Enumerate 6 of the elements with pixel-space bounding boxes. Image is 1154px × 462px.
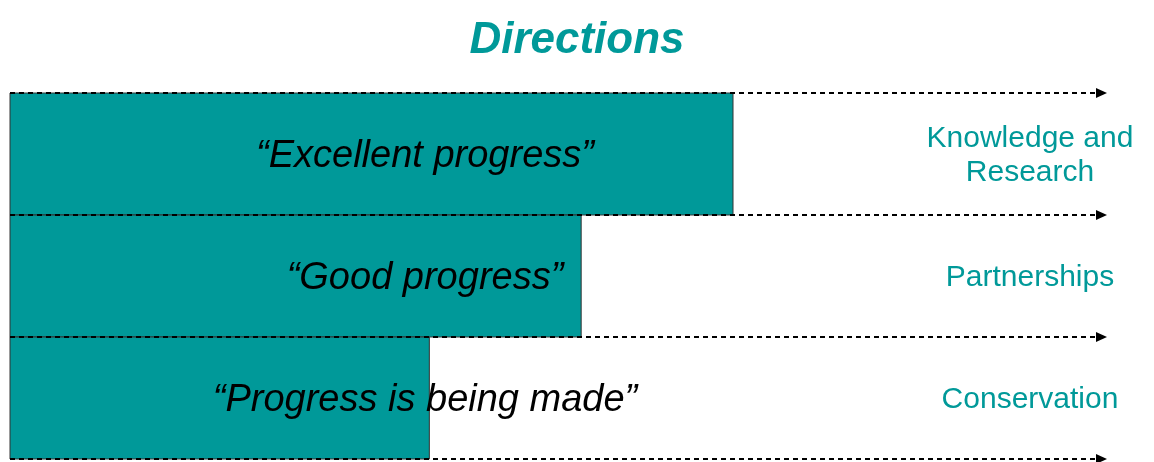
y-tick-label: Knowledge and Research — [926, 120, 1134, 187]
annotation: “Excellent progress” — [256, 133, 597, 175]
chart-title: Directions — [468, 12, 686, 64]
y-tick-label: Partnerships — [945, 259, 1115, 292]
y-tick-label: Conservation — [941, 381, 1119, 414]
annotation: “Good progress” — [286, 255, 566, 297]
